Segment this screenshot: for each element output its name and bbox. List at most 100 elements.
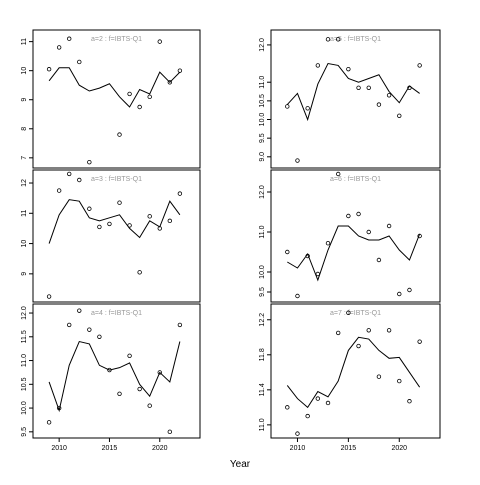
data-point bbox=[295, 293, 300, 299]
y-tick-label: 11 bbox=[21, 210, 28, 217]
data-point bbox=[397, 291, 402, 297]
panel-title: a=4 : f=IBTS-Q1 bbox=[91, 310, 142, 317]
data-point bbox=[67, 322, 72, 328]
data-point bbox=[346, 213, 351, 219]
panel-frame bbox=[270, 29, 441, 169]
data-point bbox=[305, 413, 310, 419]
panel-frame bbox=[270, 303, 441, 439]
data-point bbox=[397, 113, 402, 118]
x-tick-label: 2015 bbox=[102, 445, 118, 452]
data-point bbox=[56, 45, 62, 50]
panel-frame bbox=[32, 29, 201, 169]
data-point bbox=[366, 328, 371, 333]
data-point bbox=[137, 270, 142, 275]
data-point bbox=[167, 429, 173, 435]
data-point bbox=[97, 224, 102, 230]
data-point bbox=[46, 420, 52, 425]
y-tick-label: 9 bbox=[21, 98, 28, 102]
fit-line bbox=[287, 225, 421, 282]
y-tick-label: 9.5 bbox=[259, 133, 266, 143]
fit-line bbox=[48, 199, 181, 244]
panel-frame bbox=[32, 303, 201, 439]
data-point bbox=[346, 66, 351, 72]
panel-title: a=2 : f=IBTS-Q1 bbox=[91, 36, 142, 43]
data-point bbox=[376, 102, 382, 107]
fit-line bbox=[48, 340, 181, 413]
y-tick-label: 9.5 bbox=[259, 287, 266, 297]
x-tick-label: 2020 bbox=[152, 445, 168, 452]
data-point bbox=[285, 104, 290, 109]
data-point bbox=[147, 403, 152, 408]
data-point bbox=[167, 218, 173, 224]
y-tick-label: 10.5 bbox=[259, 94, 266, 108]
x-tick-label: 2010 bbox=[51, 445, 67, 452]
data-point bbox=[147, 94, 152, 100]
x-tick-label: 2015 bbox=[341, 445, 357, 452]
data-point bbox=[67, 171, 72, 177]
data-point bbox=[77, 177, 82, 183]
panel-title: a=3 : f=IBTS-Q1 bbox=[91, 176, 142, 183]
data-point bbox=[46, 294, 52, 299]
y-tick-label: 12.2 bbox=[259, 313, 266, 327]
data-point bbox=[315, 396, 321, 401]
data-point bbox=[117, 132, 122, 137]
data-point bbox=[315, 63, 321, 68]
data-point bbox=[167, 80, 173, 85]
y-tick-label: 9.0 bbox=[259, 152, 266, 162]
data-point bbox=[46, 67, 52, 72]
y-tick-label: 10 bbox=[21, 240, 28, 248]
x-tick-label: 2020 bbox=[391, 445, 407, 452]
y-tick-label: 11.0 bbox=[259, 418, 266, 431]
fit-line bbox=[48, 67, 181, 108]
y-tick-label: 9.5 bbox=[21, 427, 28, 437]
y-tick-label: 12.0 bbox=[259, 38, 266, 52]
data-point bbox=[177, 322, 183, 328]
data-point bbox=[117, 391, 122, 397]
data-point bbox=[346, 310, 351, 315]
data-point bbox=[295, 158, 300, 163]
fit-line bbox=[286, 63, 420, 122]
data-point bbox=[137, 104, 142, 110]
data-point bbox=[67, 36, 72, 41]
data-point bbox=[77, 308, 82, 313]
data-point bbox=[137, 386, 142, 392]
data-point bbox=[127, 91, 132, 97]
y-tick-label: 10.5 bbox=[21, 377, 28, 391]
data-point bbox=[376, 374, 382, 379]
y-tick-label: 11.0 bbox=[259, 76, 266, 89]
data-point bbox=[386, 328, 392, 333]
data-point bbox=[157, 370, 162, 375]
data-point bbox=[87, 206, 92, 211]
data-point bbox=[87, 327, 92, 332]
data-point bbox=[397, 378, 402, 384]
data-point bbox=[147, 214, 152, 219]
data-point bbox=[366, 85, 371, 91]
y-tick-label: 10.0 bbox=[21, 401, 28, 415]
y-tick-label: 12.0 bbox=[259, 185, 266, 199]
data-point bbox=[325, 37, 331, 42]
data-point bbox=[335, 37, 341, 42]
panel-title: a=6 : f=IBTS-Q1 bbox=[330, 176, 381, 183]
data-point bbox=[356, 85, 361, 91]
data-point bbox=[305, 106, 310, 111]
panel-frame bbox=[270, 169, 441, 303]
x-axis-label: Year bbox=[230, 459, 251, 470]
data-point bbox=[177, 68, 183, 73]
data-point bbox=[366, 229, 371, 235]
data-point bbox=[177, 191, 183, 196]
data-point bbox=[77, 59, 82, 65]
fit-line bbox=[286, 336, 421, 409]
data-point bbox=[335, 330, 341, 336]
data-point bbox=[127, 353, 132, 358]
data-point bbox=[386, 93, 392, 98]
y-tick-label: 10.0 bbox=[259, 113, 266, 127]
y-tick-label: 7 bbox=[21, 156, 28, 160]
y-tick-label: 10.0 bbox=[259, 265, 266, 279]
data-point bbox=[117, 200, 122, 205]
y-tick-label: 11.0 bbox=[21, 354, 28, 367]
data-point bbox=[157, 39, 162, 44]
y-tick-label: 9 bbox=[21, 272, 28, 276]
y-tick-label: 11 bbox=[21, 38, 28, 45]
y-tick-label: 11.0 bbox=[259, 225, 266, 238]
